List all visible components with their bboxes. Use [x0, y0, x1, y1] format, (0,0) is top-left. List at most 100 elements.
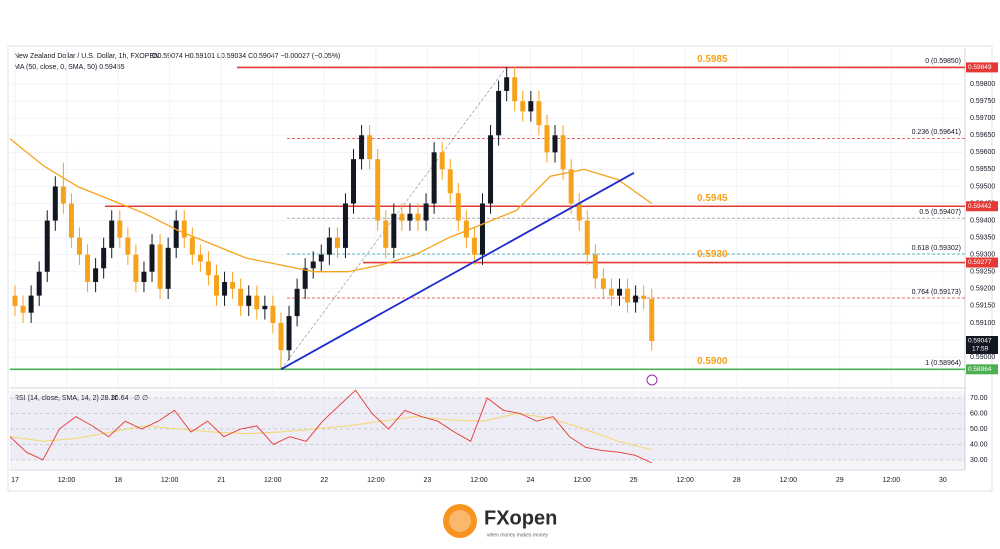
candle-body: [165, 247, 171, 289]
candle-body: [641, 295, 647, 300]
candle-body: [528, 101, 534, 112]
candle-body: [536, 101, 542, 126]
fib-label: 0.5 (0.59407): [919, 209, 961, 216]
y-tick-label: 0.59600: [970, 149, 995, 156]
x-tick-label: 12:00: [264, 477, 282, 484]
ma-legend: MA (50, close, 0, SMA, 50) 0.59455: [14, 64, 125, 71]
candle-body: [399, 213, 405, 221]
candle-body: [633, 295, 639, 303]
y-tick-label: 0.59200: [970, 286, 995, 293]
rsi-ma-legend: 36.64: [111, 395, 129, 402]
candle-body: [310, 261, 316, 269]
candle-body: [471, 237, 477, 255]
candle-body: [294, 288, 300, 317]
candle-body: [423, 203, 429, 221]
x-tick-label: 30: [939, 477, 947, 484]
candle-body: [383, 220, 389, 248]
candle-body: [101, 247, 107, 269]
price-tag: [966, 62, 998, 73]
candle-body: [351, 159, 357, 204]
candle-body: [649, 299, 655, 341]
x-tick-label: 12:00: [470, 477, 488, 484]
x-tick-label: 12:00: [58, 477, 76, 484]
candle-body: [334, 237, 340, 248]
candle-body: [367, 135, 373, 160]
candle-body: [608, 288, 614, 296]
fib-label: 1 (0.58964): [925, 360, 961, 367]
x-tick-label: 12:00: [573, 477, 591, 484]
fib-label: 0.618 (0.59302): [912, 245, 961, 252]
y-tick-label: 0.59750: [970, 98, 995, 105]
candle-body: [568, 169, 574, 204]
candle-body: [109, 220, 115, 248]
rsi-tick-label: 50.00: [970, 426, 988, 433]
logo-emblem: [443, 504, 477, 538]
candle-body: [76, 237, 82, 255]
price-tag: [966, 257, 998, 268]
event-icon[interactable]: [646, 374, 658, 386]
fib-label: 0.236 (0.59641): [912, 129, 961, 136]
candle-body: [560, 135, 566, 170]
y-tick-label: 0.59000: [970, 354, 995, 361]
candle-body: [342, 203, 348, 248]
candle-body: [479, 203, 485, 255]
candle-body: [270, 305, 276, 323]
y-tick-label: 0.59550: [970, 166, 995, 173]
logo-emblem-inner: [449, 510, 471, 532]
x-tick-label: 17: [11, 477, 19, 484]
x-tick-label: 29: [836, 477, 844, 484]
rsi-band: [10, 397, 965, 460]
price-tag-label: 0.58964: [968, 366, 992, 373]
candle-body: [117, 220, 123, 238]
candle-body: [205, 261, 211, 276]
candle-body: [318, 254, 324, 262]
candle-body: [68, 203, 74, 238]
candle-body: [488, 135, 494, 204]
candle-body: [238, 288, 244, 306]
y-tick-label: 0.59500: [970, 183, 995, 190]
candle-body: [286, 316, 292, 351]
x-tick-label: 25: [630, 477, 638, 484]
y-tick-label: 0.59150: [970, 303, 995, 310]
candle-body: [552, 135, 558, 153]
candle-body: [133, 254, 139, 282]
candle-body: [584, 220, 590, 255]
fib-label: 0 (0.59850): [925, 58, 961, 65]
candle-body: [375, 159, 381, 221]
y-tick-label: 0.59400: [970, 217, 995, 224]
candle-body: [431, 152, 437, 204]
candle-body: [326, 237, 332, 255]
level-label: 0.5945: [697, 193, 728, 204]
candle-body: [246, 295, 252, 306]
y-tick-label: 0.59700: [970, 115, 995, 122]
candle-body: [625, 288, 631, 303]
candle-body: [181, 220, 187, 238]
rsi-line: [9, 389, 652, 464]
chart-title: New Zealand Dollar / U.S. Dollar, 1h, FX…: [14, 53, 159, 60]
rsi-tick-label: 60.00: [970, 410, 988, 417]
candle-body: [262, 305, 268, 310]
candle-body: [125, 237, 131, 255]
x-tick-label: 12:00: [161, 477, 179, 484]
candle-body: [222, 281, 228, 296]
price-tag: [966, 201, 998, 212]
candle-body: [230, 281, 236, 289]
y-tick-label: 0.59650: [970, 132, 995, 139]
x-tick-label: 21: [217, 477, 225, 484]
candle-body: [36, 271, 42, 296]
candle-body: [592, 254, 598, 279]
candle-body: [447, 169, 453, 194]
level-label: 0.5985: [697, 54, 728, 65]
y-tick-label: 0.59300: [970, 252, 995, 259]
y-tick-label: 0.59800: [970, 81, 995, 88]
ma-line: [9, 138, 653, 273]
x-tick-label: 22: [320, 477, 328, 484]
candle-body: [544, 125, 550, 153]
x-tick-label: 12:00: [367, 477, 385, 484]
candle-body: [197, 254, 203, 262]
candle-body: [520, 101, 526, 112]
candle-body: [189, 237, 195, 255]
level-label: 0.5930: [697, 249, 728, 260]
x-tick-label: 12:00: [676, 477, 694, 484]
